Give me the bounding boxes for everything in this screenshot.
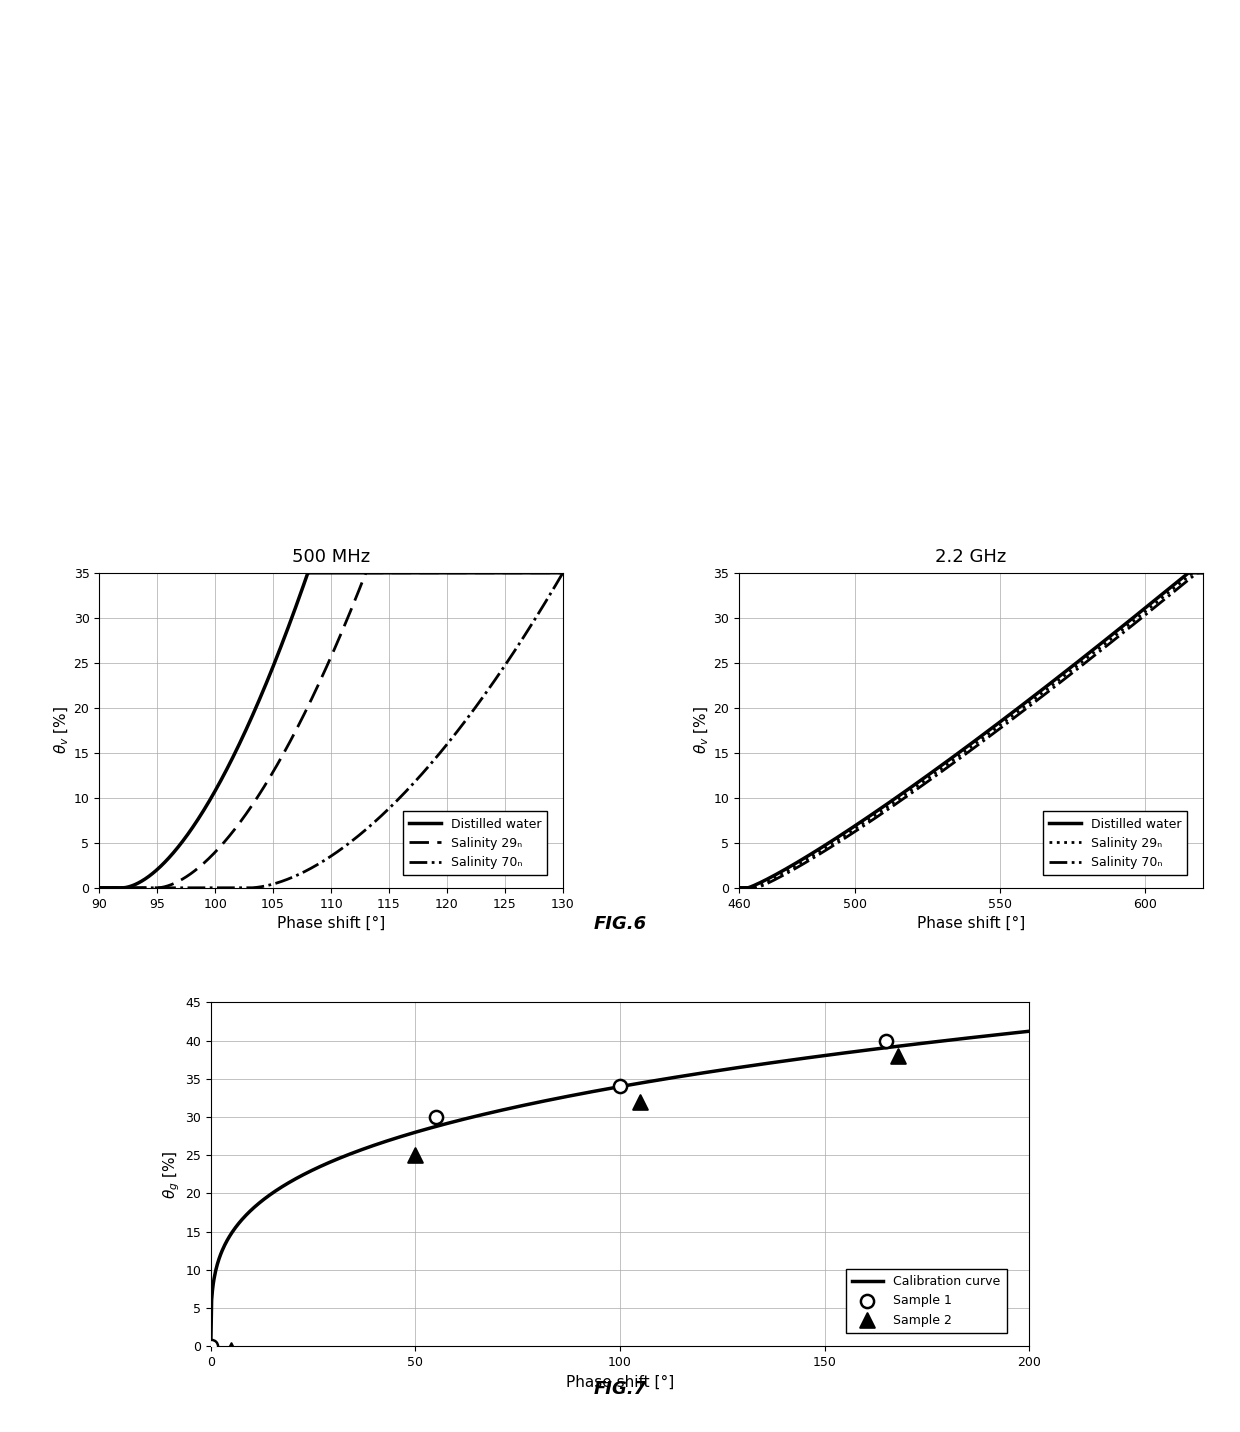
Sample 2 [888,1044,908,1067]
Distilled water [942,750,957,768]
Salinity 29ₙ [1114,623,1128,640]
Y-axis label: $\theta_g$ [%]: $\theta_g$ [%] [162,1150,182,1199]
Salinity 70ₙ [1105,633,1120,650]
Salinity 29ₙ [454,564,469,581]
Y-axis label: $\theta_v$ [%]: $\theta_v$ [%] [52,706,71,755]
Legend: Distilled water, Salinity 29ₙ, Salinity 70ₙ: Distilled water, Salinity 29ₙ, Salinity … [403,812,547,875]
Distilled water [296,577,311,594]
Salinity 29ₙ [463,564,477,581]
Line: Distilled water: Distilled water [739,573,1218,888]
Salinity 29ₙ [296,707,311,725]
Line: Distilled water: Distilled water [99,573,563,888]
Salinity 29ₙ [1185,564,1200,581]
Sample 1 [427,1106,446,1128]
Text: FIG.7: FIG.7 [594,1380,646,1398]
Y-axis label: $\theta_v$ [%]: $\theta_v$ [%] [692,706,711,755]
Salinity 29ₙ [1210,564,1225,581]
Salinity 70ₙ [139,879,154,896]
Distilled water [732,879,746,896]
Salinity 29ₙ [732,879,746,896]
Salinity 29ₙ [279,739,294,756]
Salinity 70ₙ [1189,564,1204,581]
Distilled water [556,564,570,581]
Salinity 29ₙ [556,564,570,581]
Distilled water [1210,564,1225,581]
Salinity 29ₙ [139,879,154,896]
Calibration curve [842,1044,857,1061]
Line: Salinity 70ₙ: Salinity 70ₙ [739,573,1218,888]
Salinity 70ₙ [780,863,795,881]
Distilled water [780,859,795,876]
Line: Salinity 70ₙ: Salinity 70ₙ [99,573,563,888]
Calibration curve [1022,1022,1037,1040]
Line: Salinity 29ₙ: Salinity 29ₙ [739,573,1218,888]
Salinity 70ₙ [461,707,476,725]
Sample 2 [405,1144,425,1167]
Title: 500 MHz: 500 MHz [291,547,370,566]
Calibration curve [286,1171,301,1189]
Calibration curve [765,1054,780,1071]
Salinity 29ₙ [1060,664,1075,682]
Sample 1 [875,1030,895,1053]
Distilled water [139,869,154,886]
Salinity 70ₙ [410,770,425,788]
Salinity 70ₙ [732,879,746,896]
Distilled water [1105,626,1120,643]
Salinity 70ₙ [296,863,311,881]
Distilled water [454,564,469,581]
Salinity 70ₙ [1114,626,1128,643]
Salinity 70ₙ [1060,669,1075,686]
Salinity 29ₙ [92,879,107,896]
X-axis label: Phase shift [°]: Phase shift [°] [916,916,1025,931]
Distilled water [279,623,294,640]
Salinity 70ₙ [1210,564,1225,581]
Distilled water [1114,619,1128,636]
X-axis label: Phase shift [°]: Phase shift [°] [565,1375,675,1389]
Sample 2 [631,1090,651,1113]
X-axis label: Phase shift [°]: Phase shift [°] [277,916,386,931]
Calibration curve [534,1093,549,1110]
Salinity 29ₙ [925,766,940,783]
Salinity 70ₙ [92,879,107,896]
Line: Calibration curve: Calibration curve [211,1031,1029,1346]
Line: Salinity 29ₙ: Salinity 29ₙ [99,573,563,888]
Calibration curve [203,1337,218,1355]
Distilled water [300,564,315,581]
Text: FIG.6: FIG.6 [594,915,646,932]
Salinity 29ₙ [410,564,425,581]
Calibration curve [857,1042,872,1060]
Sample 1 [201,1335,221,1358]
Salinity 70ₙ [942,758,957,775]
Salinity 29ₙ [358,564,373,581]
Salinity 70ₙ [925,769,940,786]
Salinity 29ₙ [942,755,957,772]
Distilled water [1060,662,1075,679]
Salinity 70ₙ [556,564,570,581]
Title: 2.2 GHz: 2.2 GHz [935,547,1007,566]
Distilled water [410,564,425,581]
Distilled water [92,879,107,896]
Salinity 29ₙ [1105,630,1120,647]
Legend: Distilled water, Salinity 29ₙ, Salinity 70ₙ: Distilled water, Salinity 29ₙ, Salinity … [1043,812,1187,875]
Legend: Calibration curve, Sample 1, Sample 2: Calibration curve, Sample 1, Sample 2 [846,1269,1007,1333]
Sample 2 [222,1339,242,1362]
Calibration curve [564,1087,579,1104]
Salinity 70ₙ [279,871,294,888]
Salinity 70ₙ [454,719,469,736]
Distilled water [1182,564,1197,581]
Salinity 29ₙ [780,862,795,879]
Distilled water [463,564,477,581]
Sample 1 [610,1075,630,1098]
Distilled water [925,763,940,780]
